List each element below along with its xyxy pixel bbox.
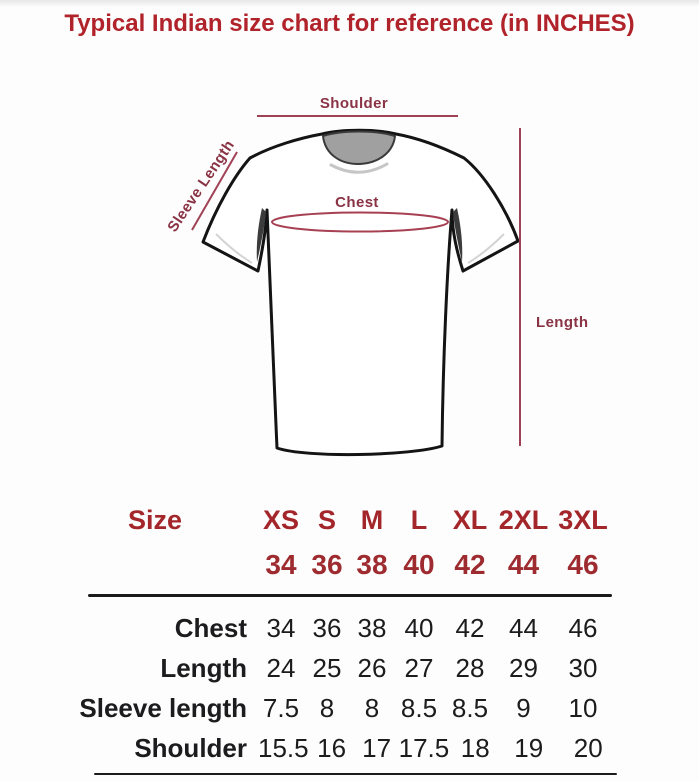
size-header: Size bbox=[127, 504, 182, 535]
size-col-xl: XL bbox=[452, 504, 488, 535]
value-cell: 38 bbox=[357, 613, 387, 643]
value-cell: 20 bbox=[573, 733, 603, 763]
row-label: Chest bbox=[174, 613, 247, 643]
value-cell: 19 bbox=[514, 733, 544, 763]
value-cell: 8 bbox=[364, 693, 380, 723]
size-num-l: 40 bbox=[403, 549, 435, 580]
collar-shadow-arc bbox=[329, 162, 389, 174]
value-cell: 8.5 bbox=[451, 693, 489, 723]
value-cell: 10 bbox=[568, 693, 598, 723]
value-cell: 24 bbox=[266, 653, 296, 683]
left-sleeve-crease bbox=[215, 233, 253, 264]
row-label: Shoulder bbox=[134, 733, 247, 763]
value-cell: 8 bbox=[319, 693, 335, 723]
size-num-xs: 34 bbox=[265, 549, 297, 580]
table-row-shoulder: Shoulder 15.5 16 17 17.5 18 19 20 bbox=[0, 729, 699, 769]
shoulder-label: Shoulder bbox=[320, 95, 388, 112]
size-num-2xl: 44 bbox=[507, 549, 540, 580]
size-num-3xl: 46 bbox=[567, 549, 599, 580]
size-col-3xl: 3XL bbox=[558, 504, 608, 535]
value-cell: 16 bbox=[317, 733, 347, 763]
value-cell: 27 bbox=[404, 653, 434, 683]
row-label: Length bbox=[160, 653, 247, 683]
size-col-s: S bbox=[317, 504, 336, 535]
right-armpit-shade bbox=[453, 208, 463, 262]
size-col-2xl: 2XL bbox=[498, 504, 549, 535]
collar-shape bbox=[321, 130, 397, 166]
chest-measure-ellipse bbox=[271, 211, 449, 233]
table-row-sleeve-length: Sleeve length 7.5 8 8 8.5 8.5 9 10 bbox=[0, 689, 699, 729]
value-cell: 18 bbox=[460, 733, 490, 763]
table-row-length: Length 24 25 26 27 28 29 30 bbox=[0, 649, 699, 689]
size-table: Size XS S M L XL 2XL 3XL 34 36 38 40 42 … bbox=[0, 503, 699, 775]
value-cell: 42 bbox=[455, 613, 485, 643]
chest-label: Chest bbox=[335, 194, 379, 211]
size-col-xs: XS bbox=[262, 504, 300, 535]
size-col-m: M bbox=[360, 504, 384, 535]
value-cell: 40 bbox=[404, 613, 434, 643]
right-sleeve-crease bbox=[467, 233, 505, 264]
value-cell: 46 bbox=[568, 613, 598, 643]
size-num-s: 36 bbox=[311, 549, 343, 580]
value-cell: 30 bbox=[568, 653, 598, 683]
size-header-row: Size XS S M L XL 2XL 3XL bbox=[0, 503, 699, 537]
length-label: Length bbox=[536, 314, 588, 331]
value-cell: 29 bbox=[509, 653, 538, 683]
value-cell: 17 bbox=[362, 733, 392, 763]
value-cell: 25 bbox=[312, 653, 342, 683]
table-top-rule bbox=[88, 594, 612, 597]
table-row-chest: Chest 34 36 38 40 42 44 46 bbox=[0, 609, 699, 649]
value-cell: 9 bbox=[516, 693, 531, 723]
size-col-l: L bbox=[410, 504, 428, 535]
tshirt-outline bbox=[201, 128, 520, 457]
size-num-xl: 42 bbox=[454, 549, 486, 580]
size-num-m: 38 bbox=[356, 549, 388, 580]
left-armpit-shade bbox=[256, 208, 266, 262]
value-cell: 7.5 bbox=[262, 693, 300, 723]
value-cell: 8.5 bbox=[400, 693, 438, 723]
value-cell: 28 bbox=[455, 653, 485, 683]
table-bottom-rule bbox=[94, 772, 617, 775]
value-cell: 15.5 bbox=[258, 733, 309, 763]
value-cell: 36 bbox=[312, 613, 342, 643]
value-cell: 44 bbox=[509, 613, 538, 643]
value-cell: 34 bbox=[266, 613, 296, 643]
value-cell: 17.5 bbox=[398, 733, 450, 763]
sleeve-measure-line bbox=[191, 151, 238, 231]
value-cell: 26 bbox=[357, 653, 387, 683]
row-label: Sleeve length bbox=[79, 693, 247, 723]
page-title: Typical Indian size chart for reference … bbox=[64, 10, 635, 37]
size-number-row: 34 36 38 40 42 44 46 bbox=[0, 537, 699, 589]
table-body: Chest 34 36 38 40 42 44 46 Length 24 25 … bbox=[0, 597, 699, 769]
